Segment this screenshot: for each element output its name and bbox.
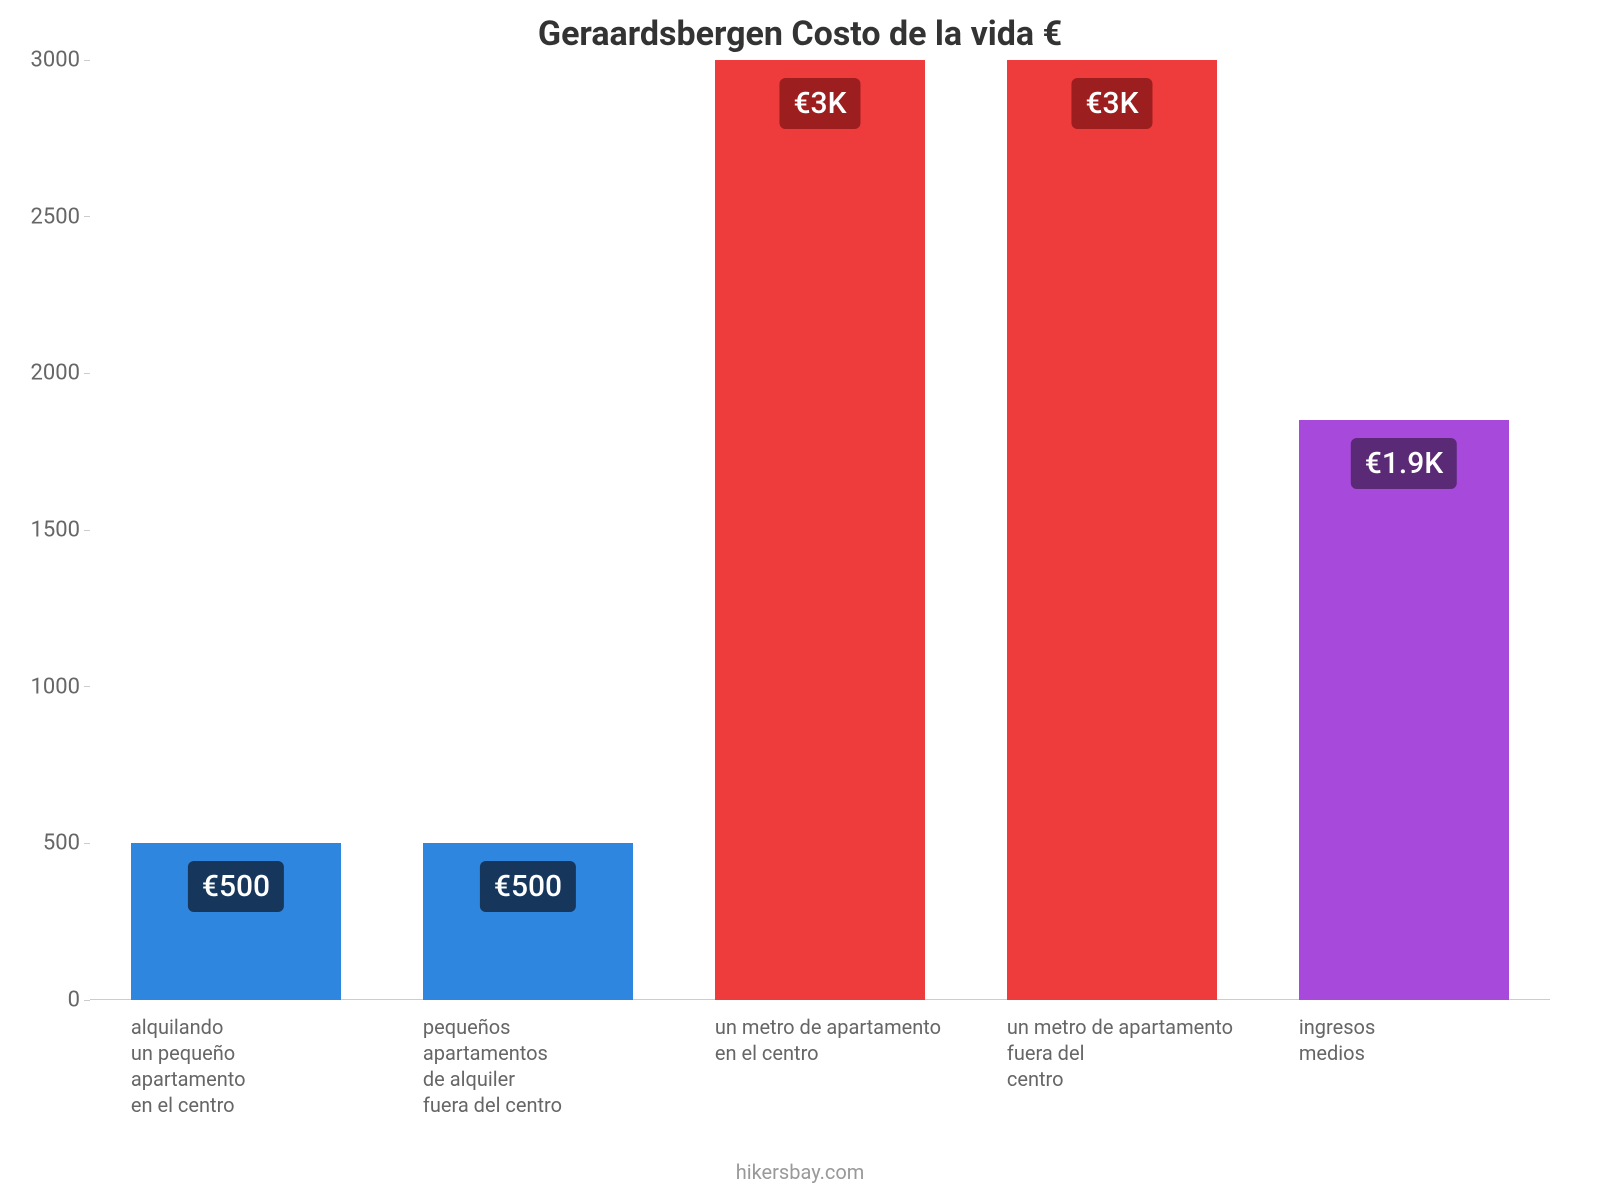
bar-value-label: €500 — [480, 861, 576, 912]
y-tick-label: 0 — [10, 988, 80, 1013]
y-tick — [84, 1000, 90, 1001]
y-tick — [84, 530, 90, 531]
bar-value-label: €1.9K — [1351, 438, 1457, 489]
bar — [1007, 60, 1217, 1000]
x-category-label: un metro de apartamento fuera del centro — [1007, 1014, 1247, 1092]
chart-title: Geraardsbergen Costo de la vida € — [0, 14, 1600, 54]
y-tick-label: 2500 — [10, 204, 80, 229]
chart-footer: hikersbay.com — [0, 1160, 1600, 1184]
y-tick-label: 1000 — [10, 674, 80, 699]
bar-value-label: €3K — [779, 78, 860, 129]
x-category-label: un metro de apartamento en el centro — [715, 1014, 955, 1066]
plot-area: 050010001500200025003000€500alquilando u… — [90, 60, 1550, 1000]
y-tick — [84, 216, 90, 217]
x-category-label: pequeños apartamentos de alquiler fuera … — [423, 1014, 663, 1118]
bar — [1299, 420, 1509, 1000]
bar — [715, 60, 925, 1000]
y-tick-label: 1500 — [10, 518, 80, 543]
y-tick-label: 500 — [10, 831, 80, 856]
y-tick — [84, 60, 90, 61]
x-category-label: ingresos medios — [1299, 1014, 1539, 1066]
chart-container: Geraardsbergen Costo de la vida € 050010… — [0, 0, 1600, 1200]
y-tick — [84, 686, 90, 687]
y-tick — [84, 843, 90, 844]
y-tick — [84, 373, 90, 374]
bar-value-label: €500 — [188, 861, 284, 912]
x-category-label: alquilando un pequeño apartamento en el … — [131, 1014, 371, 1118]
y-tick-label: 3000 — [10, 48, 80, 73]
bar-value-label: €3K — [1071, 78, 1152, 129]
y-tick-label: 2000 — [10, 361, 80, 386]
